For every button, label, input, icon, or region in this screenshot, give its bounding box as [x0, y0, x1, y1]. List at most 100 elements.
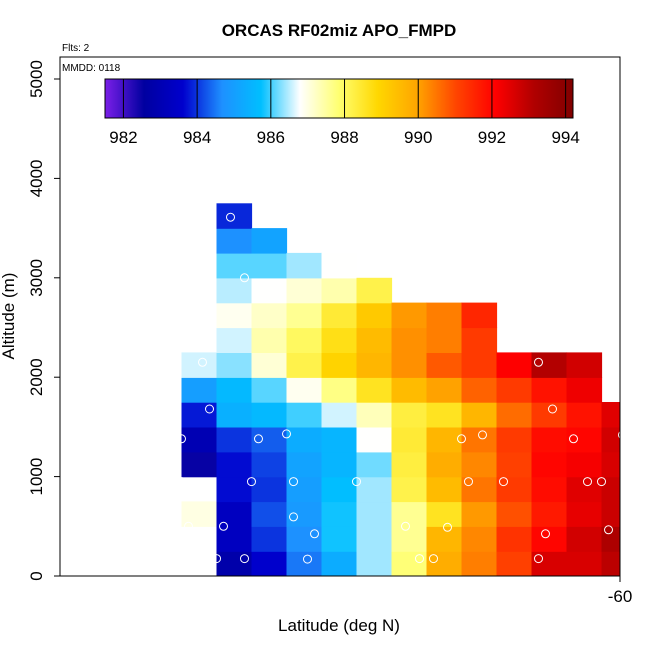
observation-marker: [380, 436, 389, 446]
colorbar-tick-label: 986: [257, 128, 285, 147]
y-tick-label: 0: [27, 571, 46, 580]
heatmap-cell: [391, 501, 428, 527]
y-axis-label: Altitude (m): [0, 273, 18, 360]
heatmap-cell: [531, 352, 568, 378]
heatmap-cell: [496, 476, 533, 503]
observation-marker: [597, 477, 606, 487]
heatmap-cell: [286, 302, 323, 329]
heatmap-cell: [356, 526, 393, 552]
colorbar-tick-label: 984: [183, 128, 211, 147]
heatmap-cell: [216, 377, 253, 403]
chart-title: ORCAS RF02miz APO_FMPD: [222, 21, 457, 40]
heatmap-cell: [321, 426, 358, 453]
observation-marker: [583, 477, 592, 487]
heatmap-cell: [461, 402, 498, 428]
heatmap-cell: [566, 426, 603, 453]
heatmap-cell: [321, 451, 358, 478]
heatmap-cell: [461, 377, 498, 403]
observation-marker: [541, 529, 550, 539]
observation-marker: [310, 529, 319, 539]
heatmap-cell: [566, 526, 603, 552]
heatmap-cell: [426, 551, 463, 576]
y-tick-label: 2000: [27, 358, 46, 396]
colorbar: 982 984 986 988 990 992 994: [104, 78, 580, 147]
heatmap-cell: [356, 476, 393, 503]
observation-marker: [240, 273, 249, 283]
heatmap-cell: [286, 327, 323, 353]
heatmap-cell: [391, 451, 428, 478]
heatmap-cell: [321, 302, 358, 329]
heatmap-cell: [356, 302, 393, 329]
colorbar-tick-label: 982: [109, 128, 137, 147]
heatmap-cell: [461, 451, 498, 478]
heatmap-cell: [531, 476, 568, 503]
heatmap-cell: [391, 402, 428, 428]
observation-marker: [478, 430, 487, 440]
heatmap-cell: [321, 327, 358, 353]
observation-marker: [534, 554, 543, 564]
heatmap-cell: [321, 501, 358, 527]
colorbar-ticks: 982 984 986 988 990 992 994: [109, 79, 580, 147]
heatmap-cell: [251, 302, 288, 329]
heatmap-cell: [181, 426, 218, 453]
heatmap-cell: [251, 402, 288, 428]
observation-marker: [212, 554, 221, 564]
heatmap-cell: [426, 426, 463, 453]
heatmap-cell: [531, 451, 568, 478]
heatmap-cell: [251, 526, 288, 552]
heatmap-cell: [566, 501, 603, 527]
heatmap-cell: [286, 402, 323, 428]
heatmap-cell: [531, 377, 568, 403]
heatmap-cell: [321, 352, 358, 378]
observation-marker: [177, 434, 186, 444]
heatmap-cell: [251, 277, 288, 304]
heatmap-cell: [461, 476, 498, 503]
heatmap-cell: [426, 451, 463, 478]
observation-marker: [177, 477, 186, 487]
heatmap-cell: [181, 402, 218, 428]
observation-marker: [352, 477, 361, 487]
heatmap-cell: [391, 377, 428, 403]
heatmap-cell: [601, 501, 620, 527]
y-axis: 0 1000 2000 3000 4000 5000: [27, 60, 60, 581]
heatmap-cell: [321, 402, 358, 428]
heatmap-cell: [321, 252, 358, 279]
heatmap-cell: [251, 327, 288, 353]
heatmap-cell: [251, 451, 288, 478]
observation-marker: [226, 212, 235, 222]
heatmap-cell: [321, 476, 358, 503]
heatmap-cell: [286, 377, 323, 403]
observation-marker: [282, 429, 291, 439]
heatmap-cell: [531, 402, 568, 428]
observation-marker: [198, 357, 207, 367]
heatmap-cell: [426, 526, 463, 552]
heatmap-cell: [251, 352, 288, 378]
heatmap-cell: [566, 551, 603, 576]
flights-annotation: Flts: 2: [62, 43, 90, 54]
heatmap-cell: [286, 352, 323, 378]
y-tick-label: 1000: [27, 458, 46, 496]
heatmap-cell: [356, 501, 393, 527]
heatmap-cell: [426, 302, 463, 329]
colorbar-tick-label: 994: [551, 128, 579, 147]
heatmap-cell: [321, 526, 358, 552]
heatmap-cell: [496, 526, 533, 552]
heatmap-cell: [251, 252, 288, 279]
heatmap-cell: [286, 252, 323, 279]
plot-frame: [59, 56, 621, 577]
heatmap-cell: [216, 228, 253, 254]
heatmap-cell: [461, 501, 498, 527]
heatmap-cell: [531, 551, 568, 576]
heatmap-cell: [286, 476, 323, 503]
heatmap-cell: [251, 426, 288, 453]
heatmap-cell: [216, 327, 253, 353]
heatmap-cell: [251, 476, 288, 503]
heatmap-cell: [496, 426, 533, 453]
heatmap-cell: [181, 451, 218, 478]
x-axis-label: Latitude (deg N): [278, 616, 400, 635]
heatmap-cell: [426, 402, 463, 428]
colorbar-tick-label: 992: [478, 128, 506, 147]
observation-marker: [429, 554, 438, 564]
heatmap-cell: [461, 352, 498, 378]
